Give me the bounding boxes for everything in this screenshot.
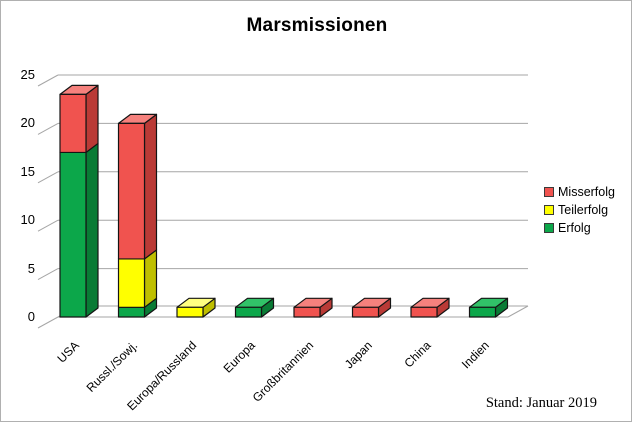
erfolg-swatch-icon <box>544 223 554 233</box>
bar-segment-misserfolg <box>59 93 87 154</box>
y-axis-tick-label: 15 <box>20 163 35 179</box>
chart-title: Marsmissionen <box>246 15 388 36</box>
legend-item-erfolg: Erfolg <box>544 219 615 237</box>
misserfolg-swatch-icon <box>544 187 554 197</box>
bar-side-face <box>143 249 158 308</box>
gridline-diagonal <box>37 74 59 87</box>
gridline-diagonal <box>37 316 59 329</box>
legend-item-misserfolg: Misserfolg <box>544 183 615 201</box>
bar-segment-misserfolg <box>117 122 146 260</box>
bar-segment-teilerfolg <box>117 258 146 308</box>
legend-item-teilerfolg: Teilerfolg <box>544 201 615 219</box>
bar-segment-misserfolg <box>410 306 438 318</box>
bar-segment-misserfolg <box>293 306 321 318</box>
bar-side-face <box>85 84 99 154</box>
legend-label: Erfolg <box>558 221 591 235</box>
bar-segment-misserfolg <box>351 306 380 318</box>
bar-segment-teilerfolg <box>176 306 204 318</box>
floor-right-edge <box>507 305 529 318</box>
y-axis-tick-label: 20 <box>20 115 35 131</box>
y-axis-tick-label: 0 <box>27 309 35 324</box>
bar-side-face <box>143 113 158 260</box>
legend-label: Teilerfolg <box>558 203 609 217</box>
bar-segment-erfolg <box>468 306 497 318</box>
date-stamp: Stand: Januar 2019 <box>485 395 597 411</box>
gridline-diagonal <box>37 122 59 135</box>
legend-label: Misserfolg <box>558 185 615 199</box>
gridline-diagonal <box>37 219 59 232</box>
bar-segment-erfolg <box>59 151 87 318</box>
legend: Misserfolg Teilerfolg Erfolg <box>544 183 615 237</box>
bar-segment-erfolg <box>234 306 263 318</box>
teilerfolg-swatch-icon <box>544 205 554 215</box>
bar-side-face <box>85 142 99 318</box>
gridline-diagonal <box>37 171 59 184</box>
bar-segment-erfolg <box>117 306 146 318</box>
gridline-diagonal <box>37 268 59 281</box>
y-axis-tick-label: 5 <box>27 260 35 276</box>
y-axis-tick-label: 25 <box>20 67 35 82</box>
y-axis-tick-label: 10 <box>20 212 35 228</box>
